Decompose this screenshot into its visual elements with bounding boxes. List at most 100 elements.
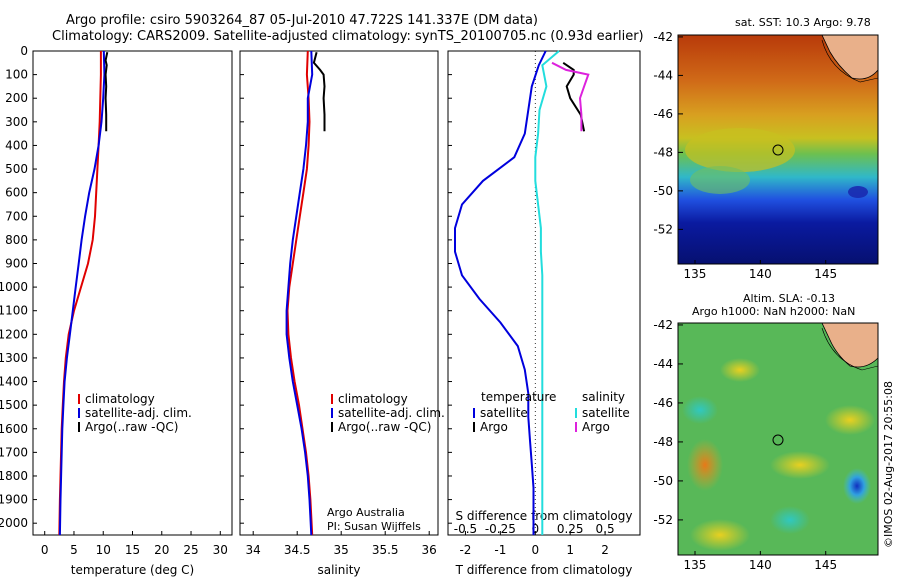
sst-map	[677, 34, 879, 265]
y-tick-label: 1500	[0, 398, 28, 412]
map-x-tick-label: 145	[814, 558, 837, 572]
series-line-argo-raw-qc-	[104, 51, 109, 132]
y-tick-label: 1600	[0, 422, 28, 436]
x-tick-label: 0	[41, 543, 49, 557]
x-tick-label: 35	[334, 543, 349, 557]
tasmania-landmass	[821, 322, 879, 368]
y-tick-label: 600	[5, 186, 28, 200]
map-x-tick-label: 135	[684, 267, 707, 281]
legend-label: Argo	[480, 420, 508, 434]
argo-position-marker-sla	[772, 434, 784, 446]
map-y-tick-label: -44	[653, 357, 673, 371]
sla-map-frame	[677, 322, 879, 556]
x-top-tick-label: 0.25	[557, 522, 584, 536]
x-top-tick-label: 0.5	[596, 522, 615, 536]
series-line-argo-salinity	[551, 61, 590, 132]
map-x-tick-label: 140	[749, 267, 772, 281]
y-tick-label: 200	[5, 91, 28, 105]
y-tick-label: 1400	[0, 375, 28, 389]
x-tick-label: 20	[154, 543, 169, 557]
x-tick-label: 1	[566, 543, 574, 557]
chart-title-line2: Climatology: CARS2009. Satellite-adjuste…	[52, 29, 644, 44]
y-tick-label: 100	[5, 68, 28, 82]
panel-frame	[239, 50, 439, 536]
series-line-satellite-temperature	[454, 50, 547, 535]
panel-annotation: PI: Susan Wijffels	[327, 520, 421, 533]
x-tick-label: 5	[70, 543, 78, 557]
legend-label: climatology	[85, 392, 155, 406]
legend-label: Argo(..raw -QC)	[85, 420, 178, 434]
legend-label: Argo	[582, 420, 610, 434]
y-tick-label: 900	[5, 256, 28, 270]
panel-frame	[32, 50, 233, 536]
legend-label: Argo(..raw -QC)	[338, 420, 431, 434]
x-tick-label: -1	[494, 543, 506, 557]
map-y-tick-label: -42	[653, 30, 673, 44]
y-tick-label: 1800	[0, 469, 28, 483]
y-tick-label: 0	[20, 44, 28, 58]
sst-map-frame	[677, 34, 879, 265]
chart-title-line1: Argo profile: csiro 5903264_87 05-Jul-20…	[66, 13, 538, 28]
map-y-tick-label: -46	[653, 107, 673, 121]
argo-position-marker-sst	[772, 144, 784, 156]
map-x-tick-label: 135	[684, 558, 707, 572]
y-tick-label: 1000	[0, 280, 28, 294]
x-top-tick-label: -0.25	[485, 522, 516, 536]
map-y-tick-label: -52	[653, 222, 673, 236]
panel-frame	[447, 50, 641, 536]
x-tick-label: -2	[459, 543, 471, 557]
map-axes-2: -42 -44 -46 -48 -50 -52 135 140 145	[653, 318, 837, 572]
series-line-satellite-adj-clim-	[285, 50, 314, 536]
x-axis-label: temperature (deg C)	[71, 563, 194, 577]
profile-panel-3: -2 -1 0 1 2 T difference from climatology -0.5…	[447, 50, 641, 577]
x-tick-label: 36	[422, 543, 437, 557]
x-tick-label: 30	[213, 543, 228, 557]
legend-label: satellite	[582, 406, 630, 420]
map-x-tick-label: 145	[814, 267, 837, 281]
x-tick-label: 25	[183, 543, 198, 557]
y-tick-label: 400	[5, 138, 28, 152]
map-y-tick-label: -44	[653, 68, 673, 82]
x-top-tick-label: -0.5	[454, 522, 477, 536]
x-axis-label: T difference from climatology	[455, 563, 633, 577]
x-tick-label: 34	[246, 543, 261, 557]
y-tick-label: 700	[5, 209, 28, 223]
y-tick-label: 1700	[0, 445, 28, 459]
series-line-climatology	[58, 51, 102, 536]
legend-label: satellite-adj. clim.	[338, 406, 445, 420]
y-tick-label: 1300	[0, 351, 28, 365]
legend-header: salinity	[582, 390, 625, 404]
map-y-tick-label: -50	[653, 474, 673, 488]
map-axes-1: -42 -44 -46 -48 -50 -52 135 140 145	[653, 30, 837, 281]
sla-map-label-line2: Argo h1000: NaN h2000: NaN	[692, 305, 856, 318]
legend-label: satellite	[480, 406, 528, 420]
y-tick-label: 1200	[0, 327, 28, 341]
y-tick-label: 2000	[0, 516, 28, 530]
map-y-tick-label: -46	[653, 396, 673, 410]
series-line-satellite-salinity	[534, 50, 560, 535]
sla-map-label-line1: Altim. SLA: -0.13	[743, 292, 836, 305]
map-y-tick-label: -50	[653, 184, 673, 198]
series-line-satellite-adj-clim-	[58, 50, 106, 536]
x-top-axis-label: S difference from climatology	[456, 509, 633, 523]
map-x-tick-label: 140	[749, 558, 772, 572]
x-tick-label: 10	[96, 543, 111, 557]
y-tick-label: 300	[5, 115, 28, 129]
x-tick-label: 15	[125, 543, 140, 557]
legend-label: satellite-adj. clim.	[85, 406, 192, 420]
sla-map	[677, 322, 879, 556]
x-top-tick-label: 0	[531, 522, 539, 536]
x-tick-label: 0	[531, 543, 539, 557]
credit-text: ©IMOS 02-Aug-2017 20:55:08	[882, 381, 895, 548]
y-tick-label: 1100	[0, 304, 28, 318]
map-y-tick-label: -48	[653, 435, 673, 449]
series-line-argo-raw-qc-	[312, 51, 326, 132]
legend-label: climatology	[338, 392, 408, 406]
sst-map-label: sat. SST: 10.3 Argo: 9.78	[735, 16, 871, 29]
map-y-tick-label: -42	[653, 318, 673, 332]
profile-panel-1: 0100200300400500600700800900100011001200…	[0, 44, 233, 577]
x-tick-label: 2	[601, 543, 609, 557]
y-tick-label: 800	[5, 233, 28, 247]
profile-panel-2: 34 34.5 35 35.5 36 salinity climatologysatelli…	[239, 50, 445, 577]
